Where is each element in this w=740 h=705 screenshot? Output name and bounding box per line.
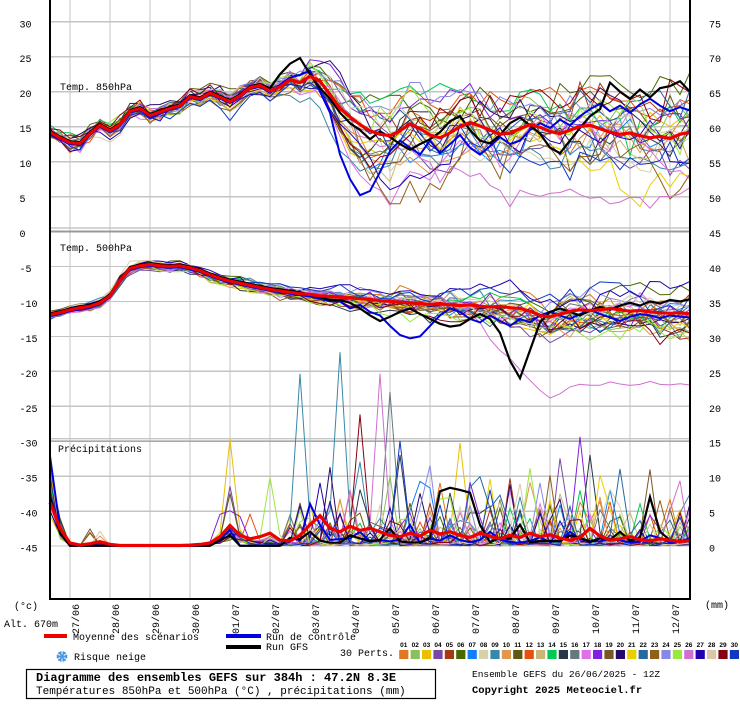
svg-text:01: 01 xyxy=(400,642,408,649)
svg-text:10: 10 xyxy=(709,475,721,486)
svg-text:50: 50 xyxy=(709,195,721,206)
svg-text:45: 45 xyxy=(709,230,721,241)
svg-text:30 Perts.: 30 Perts. xyxy=(340,649,394,660)
svg-text:28/06: 28/06 xyxy=(111,604,123,634)
svg-text:25: 25 xyxy=(674,642,682,649)
svg-text:20: 20 xyxy=(617,642,625,649)
svg-text:05: 05 xyxy=(446,642,454,649)
svg-text:Ensemble GEFS du 26/06/2025 -: Ensemble GEFS du 26/06/2025 - 12Z xyxy=(472,669,660,680)
svg-text:Diagramme des ensembles GEFS s: Diagramme des ensembles GEFS sur 384h : … xyxy=(36,671,396,685)
svg-text:15: 15 xyxy=(560,642,568,649)
svg-text:17: 17 xyxy=(583,642,591,649)
svg-text:06: 06 xyxy=(457,642,465,649)
svg-text:Précipitations: Précipitations xyxy=(58,444,142,456)
svg-text:19: 19 xyxy=(605,642,613,649)
svg-text:18: 18 xyxy=(594,642,602,649)
svg-text:Copyright 2025 Meteociel.fr: Copyright 2025 Meteociel.fr xyxy=(472,685,642,697)
svg-text:15: 15 xyxy=(709,440,721,451)
svg-text:Températures 850hPa et 500hPa: Températures 850hPa et 500hPa (°C) , pré… xyxy=(36,686,406,698)
svg-text:22: 22 xyxy=(640,642,648,649)
svg-text:04/07: 04/07 xyxy=(351,604,363,634)
svg-text:75: 75 xyxy=(709,20,721,31)
svg-text:07/07: 07/07 xyxy=(471,604,483,634)
svg-text:29/06: 29/06 xyxy=(151,604,163,634)
svg-text:Temp. 850hPa: Temp. 850hPa xyxy=(60,82,132,94)
svg-text:12: 12 xyxy=(526,642,534,649)
svg-text:28: 28 xyxy=(708,642,716,649)
svg-text:25: 25 xyxy=(20,55,32,66)
svg-text:30: 30 xyxy=(20,20,32,31)
svg-text:30: 30 xyxy=(731,642,739,649)
svg-text:10/07: 10/07 xyxy=(591,604,603,634)
svg-text:70: 70 xyxy=(709,55,721,66)
svg-text:14: 14 xyxy=(548,642,556,649)
svg-text:-15: -15 xyxy=(20,335,38,346)
svg-text:07: 07 xyxy=(469,642,477,649)
svg-text:23: 23 xyxy=(651,642,659,649)
svg-text:Temp. 500hPa: Temp. 500hPa xyxy=(60,243,132,255)
svg-text:29: 29 xyxy=(719,642,727,649)
svg-text:11/07: 11/07 xyxy=(631,604,643,634)
svg-text:Risque neige: Risque neige xyxy=(74,652,146,664)
svg-text:-10: -10 xyxy=(20,300,38,311)
svg-text:21: 21 xyxy=(628,642,636,649)
svg-text:27/06: 27/06 xyxy=(71,604,83,634)
svg-text:12/07: 12/07 xyxy=(671,604,683,634)
svg-text:(°c): (°c) xyxy=(14,601,38,613)
svg-text:24: 24 xyxy=(662,642,670,649)
svg-text:-25: -25 xyxy=(20,405,38,416)
svg-text:0: 0 xyxy=(20,230,26,241)
svg-text:5: 5 xyxy=(709,510,715,521)
svg-text:0: 0 xyxy=(709,545,715,556)
svg-text:Alt. 670m: Alt. 670m xyxy=(4,619,58,631)
svg-text:20: 20 xyxy=(20,90,32,101)
svg-text:Run GFS: Run GFS xyxy=(266,643,308,654)
svg-text:01/07: 01/07 xyxy=(231,604,243,634)
svg-text:15: 15 xyxy=(20,125,32,136)
svg-text:25: 25 xyxy=(709,370,721,381)
svg-text:05/07: 05/07 xyxy=(391,604,403,634)
svg-text:02: 02 xyxy=(412,642,420,649)
svg-text:5: 5 xyxy=(20,195,26,206)
svg-text:08: 08 xyxy=(480,642,488,649)
svg-text:03: 03 xyxy=(423,642,431,649)
svg-text:55: 55 xyxy=(709,160,721,171)
svg-text:35: 35 xyxy=(709,300,721,311)
svg-text:30/06: 30/06 xyxy=(191,604,203,634)
svg-text:02/07: 02/07 xyxy=(271,604,283,634)
svg-text:10: 10 xyxy=(20,160,32,171)
svg-text:04: 04 xyxy=(434,642,442,649)
svg-text:16: 16 xyxy=(571,642,579,649)
svg-text:40: 40 xyxy=(709,265,721,276)
svg-text:65: 65 xyxy=(709,90,721,101)
svg-text:09: 09 xyxy=(491,642,499,649)
svg-text:-35: -35 xyxy=(20,475,38,486)
svg-text:60: 60 xyxy=(709,125,721,136)
svg-text:11: 11 xyxy=(514,642,521,649)
svg-text:Moyenne des scénarios: Moyenne des scénarios xyxy=(73,632,199,644)
svg-text:20: 20 xyxy=(709,405,721,416)
svg-text:-40: -40 xyxy=(20,510,38,521)
svg-text:(mm): (mm) xyxy=(705,600,729,612)
svg-text:08/07: 08/07 xyxy=(511,604,523,634)
svg-text:27: 27 xyxy=(697,642,705,649)
svg-text:06/07: 06/07 xyxy=(431,604,443,634)
svg-text:10: 10 xyxy=(503,642,511,649)
svg-text:26: 26 xyxy=(685,642,693,649)
svg-text:-5: -5 xyxy=(20,265,32,276)
svg-text:13: 13 xyxy=(537,642,545,649)
svg-text:30: 30 xyxy=(709,335,721,346)
svg-text:-20: -20 xyxy=(20,370,38,381)
svg-text:09/07: 09/07 xyxy=(551,604,563,634)
svg-text:-30: -30 xyxy=(20,440,38,451)
svg-text:-45: -45 xyxy=(20,545,38,556)
svg-text:03/07: 03/07 xyxy=(311,604,323,634)
